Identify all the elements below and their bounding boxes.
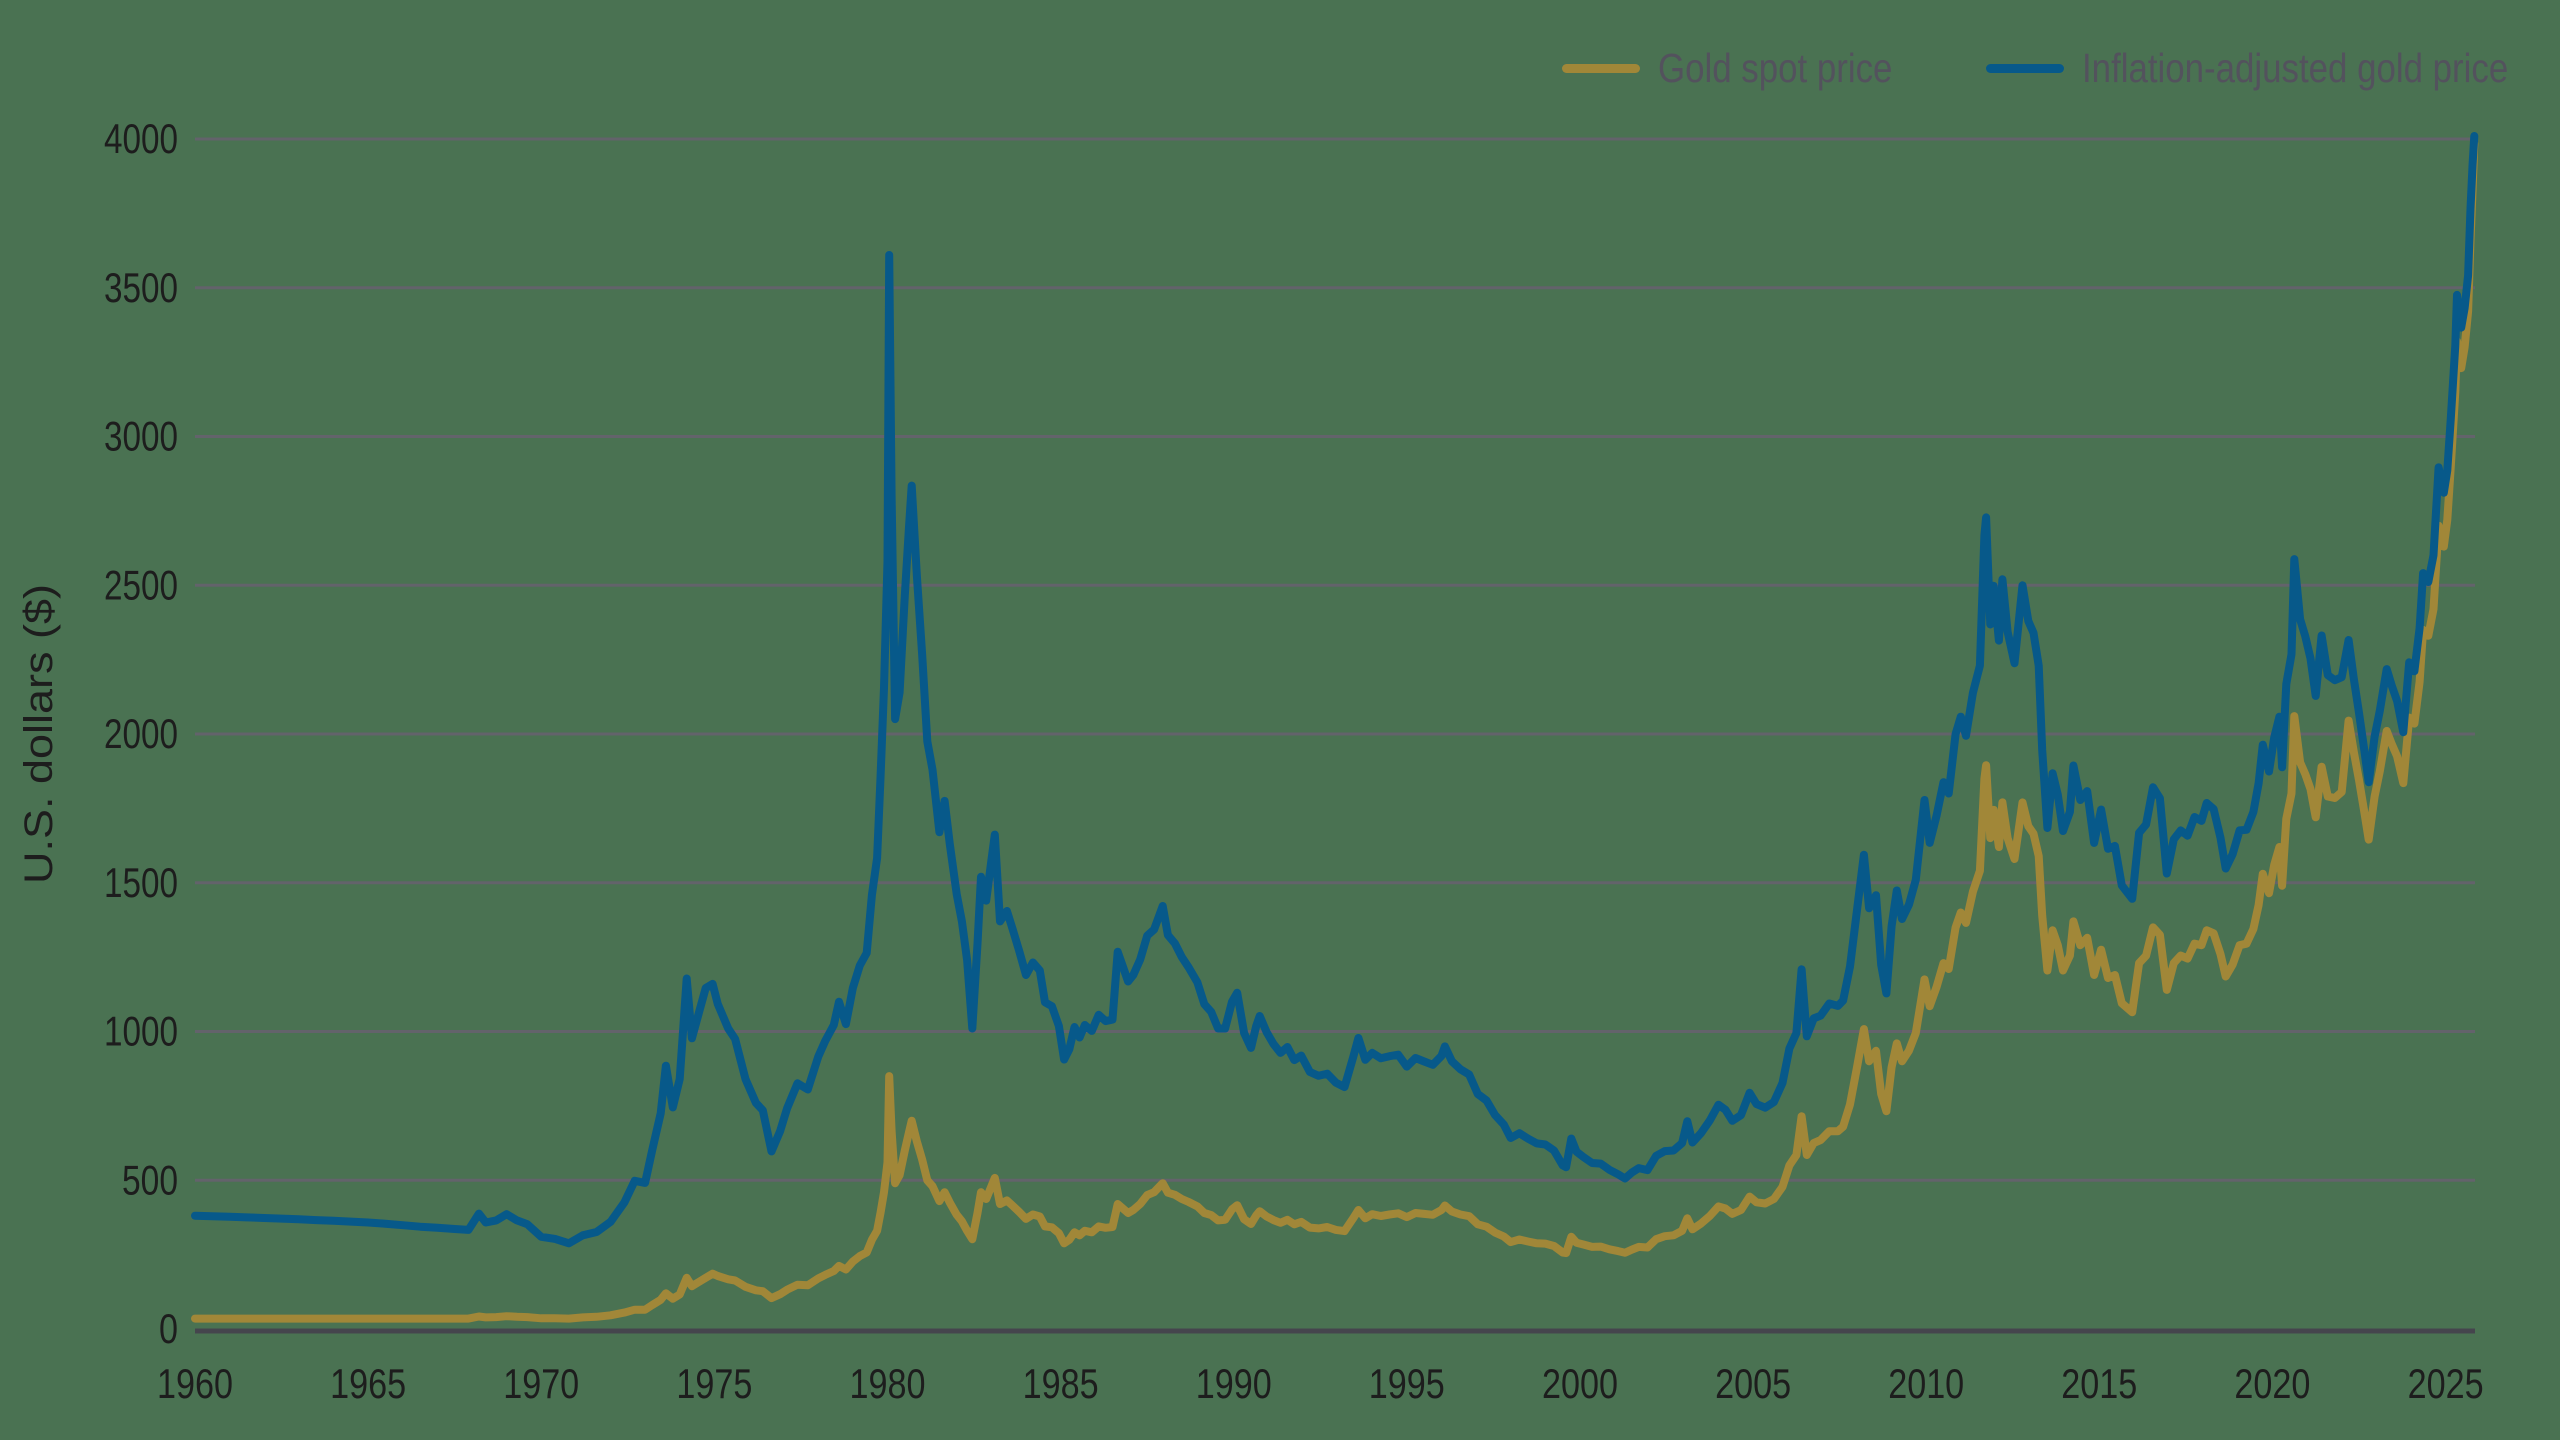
x-tick-label: 2010 xyxy=(1888,1360,1964,1407)
x-tick-label: 1975 xyxy=(676,1360,752,1407)
x-tick-label: 1995 xyxy=(1369,1360,1445,1407)
x-tick-label: 1980 xyxy=(850,1360,926,1407)
x-tick-label: 2025 xyxy=(2408,1360,2484,1407)
x-tick-label: 1970 xyxy=(503,1360,579,1407)
x-tick-label: 1965 xyxy=(330,1360,406,1407)
x-tick-label: 2005 xyxy=(1715,1360,1791,1407)
x-tick-label: 1985 xyxy=(1023,1360,1099,1407)
x-tick-label: 1990 xyxy=(1196,1360,1272,1407)
y-tick-label: 2000 xyxy=(104,710,178,757)
y-tick-label: 4000 xyxy=(104,115,178,162)
y-tick-label: 3000 xyxy=(104,413,178,460)
y-tick-label: 500 xyxy=(122,1156,178,1203)
x-tick-label: 1960 xyxy=(157,1360,233,1407)
y-tick-label: 2500 xyxy=(104,561,178,608)
x-tick-label: 2000 xyxy=(1542,1360,1618,1407)
gold-spot-line xyxy=(191,139,2479,1323)
y-tick-label: 1000 xyxy=(104,1008,178,1055)
x-tick-label: 2020 xyxy=(2234,1360,2310,1407)
inflation-adjusted-line xyxy=(191,132,2479,1248)
y-tick-label: 3500 xyxy=(104,264,178,311)
x-tick-label: 2015 xyxy=(2061,1360,2137,1407)
y-axis-title: U.S. dollars ($) xyxy=(17,584,61,884)
y-tick-label: 1500 xyxy=(104,859,178,906)
y-tick-label: 0 xyxy=(159,1305,178,1352)
